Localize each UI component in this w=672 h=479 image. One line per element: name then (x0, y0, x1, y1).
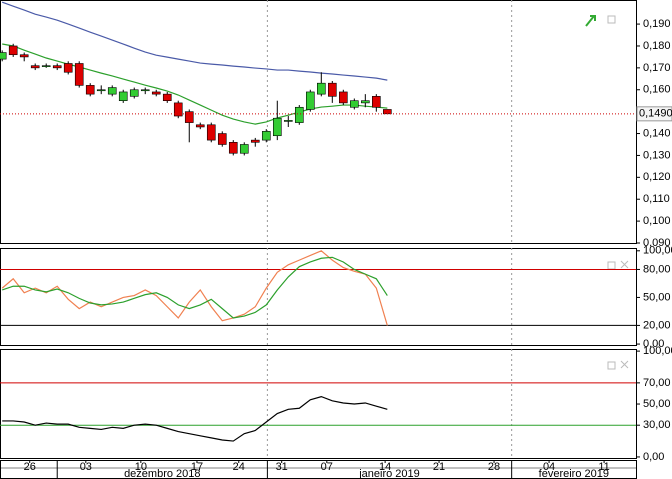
x-tick-label: 14 (379, 461, 391, 473)
candle-body (85, 85, 95, 95)
indicator-line (2, 256, 388, 319)
close-icon (620, 360, 629, 369)
candle-body (272, 117, 282, 137)
candle-body (151, 91, 161, 95)
y-tick-label: 0,180 (643, 40, 671, 52)
candle-body (361, 100, 370, 104)
y-tick-label: 0,160 (643, 84, 671, 96)
candle-body (217, 133, 227, 145)
x-tick-label: 17 (191, 461, 203, 473)
candle-body (294, 106, 304, 123)
y-tick-label: 0,110 (643, 193, 670, 205)
y-tick-label: 100,00 (643, 345, 672, 357)
y-tick-label: 80,00 (643, 263, 671, 275)
month-label: fevereiro 2019 (539, 468, 609, 479)
y-tick-label: 30,00 (643, 419, 671, 431)
candle-body (41, 65, 51, 67)
candle-body (19, 54, 29, 58)
candle-body (317, 82, 326, 95)
candle-body (74, 63, 84, 86)
x-tick-label: 04 (543, 461, 555, 473)
indicator-line (1, 1, 388, 81)
candle-body (162, 93, 172, 102)
y-tick-label: 0,190 (643, 18, 671, 30)
month-label: janeiro 2019 (358, 468, 420, 479)
y-tick-label: 50,00 (643, 291, 671, 303)
candle-body (305, 91, 315, 110)
y-tick-label: 0,140 (643, 127, 671, 139)
candle-body (383, 109, 392, 115)
window-icon (607, 361, 616, 370)
x-tick-label: 03 (80, 461, 92, 473)
y-tick-label: 0,130 (643, 149, 671, 161)
indicator-line (2, 395, 388, 442)
panel-frame (0, 0, 637, 244)
candle-body (283, 120, 293, 122)
x-tick-label: 11 (598, 461, 609, 473)
candle-body (261, 131, 271, 141)
indicator-line (1, 250, 388, 326)
candle-body (63, 63, 73, 73)
candle-body (372, 96, 381, 108)
candle-body (228, 141, 238, 154)
x-tick-label: 07 (321, 461, 333, 473)
x-tick-label: 26 (24, 461, 36, 473)
y-tick-label: 0,100 (643, 215, 671, 227)
candle-body (250, 139, 260, 143)
candle-body (107, 87, 117, 95)
candle-body (0, 52, 7, 60)
candle-body (328, 82, 337, 97)
x-tick-label: 10 (135, 461, 147, 473)
y-tick-label: 0,090 (643, 237, 671, 249)
candle-body (195, 124, 205, 128)
last-price-label: 0,1490 (639, 108, 672, 120)
x-tick-label: 31 (276, 461, 288, 473)
candle-body (52, 65, 62, 69)
y-tick-label: 0,120 (643, 171, 671, 183)
candle-body (96, 89, 106, 92)
trend-icon (585, 15, 596, 27)
x-tick-label: 24 (233, 461, 245, 473)
candle-body (118, 91, 128, 102)
candle-body (350, 100, 359, 108)
y-tick-label: 50,00 (643, 398, 671, 410)
y-tick-label: 70,00 (643, 377, 671, 389)
candle-body (8, 45, 18, 56)
candle-body (173, 102, 183, 117)
candle-body (206, 124, 216, 141)
y-tick-label: 100,00 (643, 245, 672, 257)
y-tick-label: 0,00 (643, 338, 664, 350)
candle-body (30, 65, 40, 69)
candle-body (339, 91, 348, 104)
candle-body (184, 111, 194, 123)
y-tick-label: 20,00 (643, 319, 671, 331)
close-icon (620, 260, 629, 269)
window-icon (607, 15, 616, 24)
y-tick-label: 0,170 (643, 62, 671, 74)
x-tick-label: 21 (433, 461, 445, 473)
candle-body (129, 89, 139, 97)
last-price-box (636, 106, 672, 122)
y-tick-label: 0,00 (643, 451, 664, 463)
month-label: dezembro 2018 (124, 468, 200, 479)
candle-body (239, 144, 249, 154)
x-tick-label: 28 (488, 461, 500, 473)
candle-body (140, 89, 150, 92)
